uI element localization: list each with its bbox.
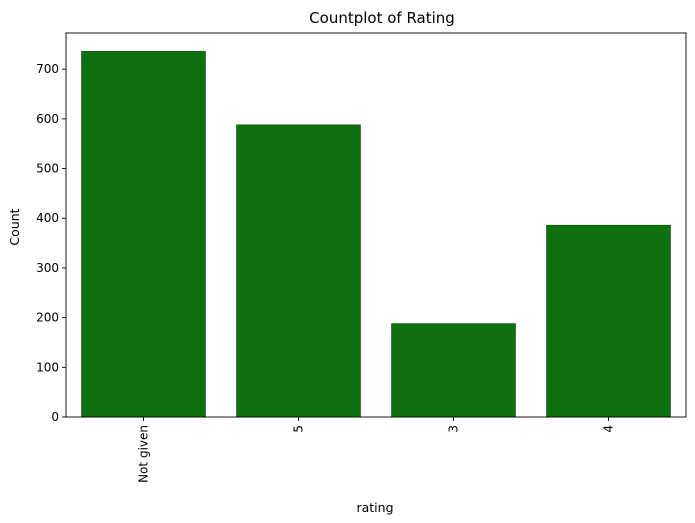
x-tick-label: 5 (292, 425, 306, 433)
bar-5 (236, 124, 361, 418)
x-tick-label: 3 (447, 425, 461, 433)
bar-4 (546, 224, 671, 418)
y-tick-label: 200 (36, 311, 59, 325)
y-tick-label: 300 (36, 261, 59, 275)
y-tick-label: 500 (36, 162, 59, 176)
x-axis-label: rating (356, 500, 393, 515)
y-axis: 0 100 200 300 400 500 600 700 (36, 62, 66, 424)
axes-frame (65, 32, 687, 418)
x-tick-label: 4 (602, 425, 616, 433)
bar-3 (391, 323, 516, 418)
y-tick-label: 100 (36, 360, 59, 374)
plot-frame (65, 32, 687, 418)
y-tick-label: 400 (36, 211, 59, 225)
bar-not-given (81, 50, 206, 418)
y-tick-label: 700 (36, 62, 59, 76)
x-axis: Not given 5 3 4 (137, 417, 616, 483)
y-axis-label: Count (7, 208, 22, 245)
chart-title: Countplot of Rating (309, 9, 455, 27)
y-tick-label: 600 (36, 112, 59, 126)
y-tick-label: 0 (51, 410, 59, 424)
x-tick-label: Not given (137, 425, 151, 483)
bars-group (81, 50, 671, 418)
